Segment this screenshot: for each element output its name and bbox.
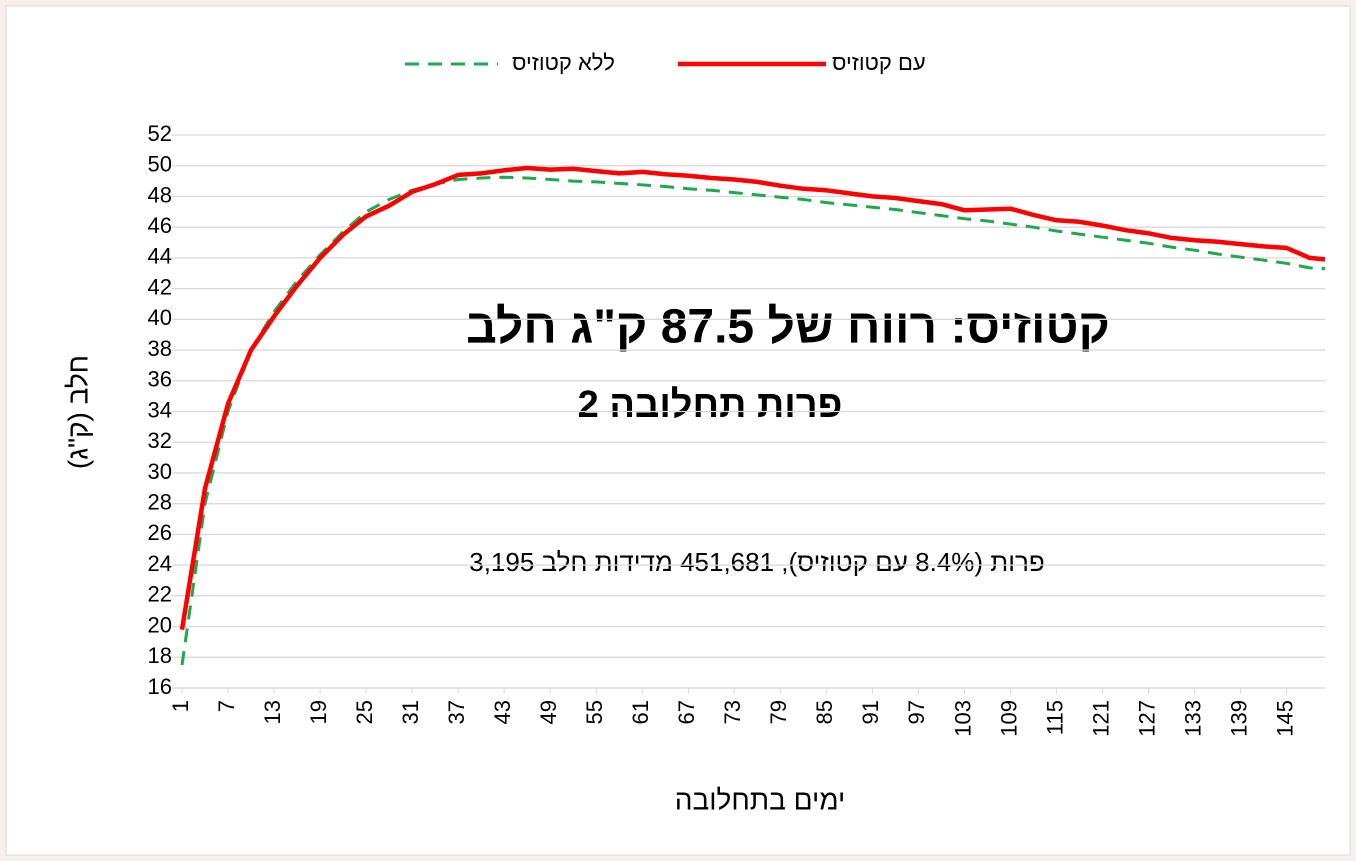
y-tick-label: 34 <box>148 397 172 422</box>
y-tick-label: 48 <box>148 182 172 207</box>
y-tick-label: 24 <box>148 551 172 576</box>
x-tick-label: 7 <box>214 700 239 712</box>
y-tick-label: 40 <box>148 305 172 330</box>
y-axis-label: חלב (ק"ג) <box>62 355 93 469</box>
x-tick-label: 109 <box>996 700 1021 737</box>
y-tick-label: 16 <box>148 674 172 699</box>
y-tick-label: 44 <box>148 244 172 269</box>
x-tick-label: 115 <box>1042 700 1067 735</box>
x-tick-label: 37 <box>444 700 469 724</box>
chart-area <box>5 5 1351 856</box>
y-tick-label: 50 <box>148 152 172 177</box>
x-tick-label: 19 <box>306 700 331 724</box>
x-tick-label: 55 <box>582 700 607 724</box>
y-tick-label: 42 <box>148 274 172 299</box>
x-tick-label: 91 <box>858 700 883 724</box>
y-tick-label: 30 <box>148 459 172 484</box>
x-tick-label: 121 <box>1088 700 1113 737</box>
x-tick-label: 13 <box>260 700 285 724</box>
legend-label: עם קטוזיס <box>832 50 926 75</box>
x-tick-label: 145 <box>1272 700 1297 737</box>
x-tick-label: 73 <box>720 700 745 724</box>
y-tick-label: 22 <box>148 582 172 607</box>
y-tick-label: 20 <box>148 612 172 637</box>
y-tick-label: 26 <box>148 520 172 545</box>
series-line <box>180 175 1326 666</box>
y-tick-label: 32 <box>148 428 172 453</box>
x-tick-label: 31 <box>398 700 423 724</box>
annotation: 3,195 פרות (8.4% עם קטוזיס), 451,681 מדי… <box>469 547 1045 577</box>
x-tick-label: 43 <box>490 700 515 724</box>
chart-subtitle: פרות תחלובה 2 <box>578 384 843 426</box>
y-tick-label: 52 <box>148 121 172 146</box>
y-tick-label: 36 <box>148 367 172 392</box>
y-tick-label: 18 <box>148 643 172 668</box>
series-line <box>179 165 1326 630</box>
y-tick-label: 38 <box>148 336 172 361</box>
x-tick-label: 127 <box>1134 700 1159 737</box>
y-tick-label: 28 <box>148 489 172 514</box>
x-tick-label: 25 <box>352 700 377 724</box>
x-tick-label: 67 <box>674 700 699 724</box>
x-tick-label: 79 <box>766 700 791 724</box>
chart-title: קטוזיס: רווח של 87.5 ק"ג חלב <box>466 301 1110 354</box>
x-tick-label: 139 <box>1226 700 1251 737</box>
x-tick-label: 49 <box>536 700 561 724</box>
x-tick-label: 85 <box>812 700 837 724</box>
legend-label: ללא קטוזיס <box>512 50 615 75</box>
x-tick-label: 61 <box>628 700 653 724</box>
x-tick-label: 1 <box>168 700 193 712</box>
x-axis-label: ימים בתחלובה <box>675 784 846 815</box>
x-tick-label: 133 <box>1180 700 1205 737</box>
x-tick-label: 103 <box>950 700 975 737</box>
y-tick-label: 46 <box>148 213 172 238</box>
x-tick-label: 97 <box>904 700 929 724</box>
